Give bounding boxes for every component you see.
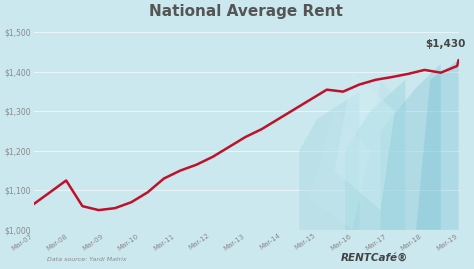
Polygon shape: [381, 64, 441, 230]
Polygon shape: [359, 80, 423, 230]
Polygon shape: [416, 60, 458, 230]
Polygon shape: [335, 72, 395, 210]
Polygon shape: [310, 111, 370, 230]
Polygon shape: [299, 92, 359, 230]
Polygon shape: [345, 80, 405, 230]
Text: RENTCafé®: RENTCafé®: [341, 253, 409, 263]
Text: Data source: Yardi Matrix: Data source: Yardi Matrix: [47, 257, 127, 262]
Title: National Average Rent: National Average Rent: [149, 4, 343, 19]
Text: $1,430: $1,430: [425, 39, 465, 49]
